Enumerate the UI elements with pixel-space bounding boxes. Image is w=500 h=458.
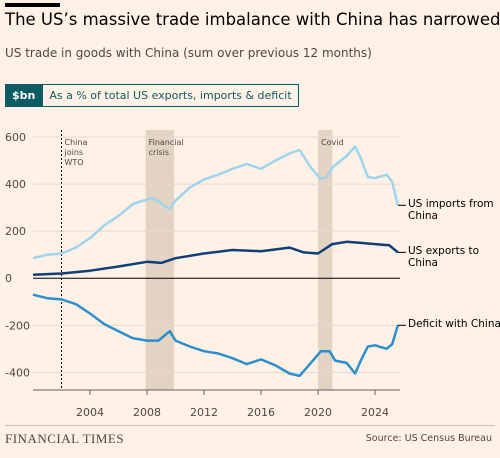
series-label: US exports to China	[408, 245, 480, 270]
y-tick-label: 600	[5, 131, 26, 144]
x-tick-label: 2024	[361, 406, 389, 419]
series-label: US imports from China	[408, 198, 494, 223]
chart-title: The US’s massive trade imbalance with Ch…	[5, 10, 500, 29]
brand: FINANCIAL TIMES	[5, 431, 125, 446]
annotation: Covid	[321, 138, 344, 147]
series-line	[32, 293, 400, 378]
toggle: $bn As a % of total US exports, imports …	[5, 84, 299, 107]
y-tick-label: -400	[5, 366, 30, 379]
toggle-button[interactable]: $bn	[5, 84, 43, 107]
toggle-button[interactable]: As a % of total US exports, imports & de…	[42, 84, 299, 107]
annotation: China joins WTO	[64, 138, 88, 167]
footer-rule	[5, 425, 495, 426]
series-label: Deficit with China	[408, 318, 500, 331]
annotation: Financial crisis	[148, 138, 184, 157]
chart-subtitle: US trade in goods with China (sum over p…	[5, 46, 372, 60]
y-tick-label: 0	[5, 272, 12, 285]
x-tick-label: 2016	[247, 406, 275, 419]
x-tick-label: 2012	[190, 406, 218, 419]
series-line	[32, 240, 399, 276]
x-tick-label: 2008	[133, 406, 161, 419]
brand-bar	[5, 3, 60, 7]
source: Source: US Census Bureau	[365, 433, 492, 444]
y-tick-label: -200	[5, 319, 30, 332]
x-tick-label: 2020	[304, 406, 332, 419]
x-tick-label: 2004	[76, 406, 104, 419]
y-tick-label: 400	[5, 178, 26, 191]
series-line	[32, 145, 400, 260]
y-tick-label: 200	[5, 225, 26, 238]
